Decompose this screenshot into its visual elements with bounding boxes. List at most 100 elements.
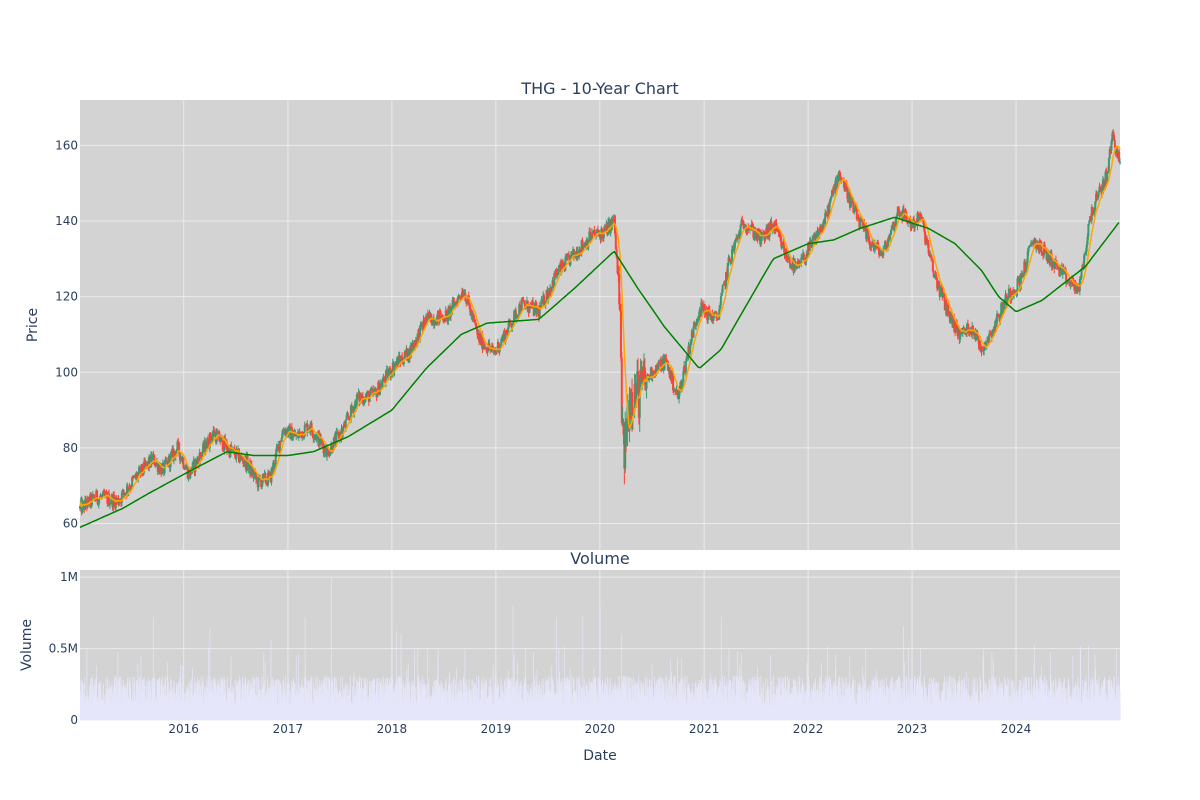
price-candle-body [805, 254, 808, 262]
price-candle-body [848, 192, 851, 208]
price-candle-body [253, 474, 256, 478]
price-candle-body [631, 392, 634, 417]
volume-bar [492, 665, 494, 720]
price-candle-body [365, 396, 368, 398]
price-candle-body [1076, 284, 1079, 294]
price-candle-body [999, 315, 1002, 322]
volume-bar [426, 648, 428, 720]
volume-bar [121, 685, 122, 720]
volume-bar [625, 676, 626, 720]
volume-bar [194, 681, 196, 720]
price-candle-body [177, 441, 180, 443]
volume-bar [556, 617, 557, 720]
volume-bar [686, 676, 688, 720]
price-candle-body [991, 330, 994, 338]
volume-bar [150, 679, 152, 720]
price-candle-body [751, 224, 754, 227]
price-candle-body [778, 230, 781, 237]
price-candle-body [654, 365, 657, 376]
volume-bar [330, 577, 332, 720]
price-candle-body [842, 181, 845, 188]
volume-bar [152, 617, 154, 720]
volume-bar [402, 684, 404, 720]
volume-bar [701, 676, 703, 720]
price-candle-body [936, 283, 939, 289]
volume-bar [310, 676, 312, 720]
price-candle-body [337, 431, 340, 433]
price-candle-body [292, 433, 295, 438]
volume-bar [427, 684, 429, 720]
volume-bar [174, 681, 175, 720]
price-candle-body [485, 349, 488, 353]
price-candle-body [490, 348, 493, 351]
volume-bar [132, 676, 134, 720]
price-candle-body [705, 309, 708, 315]
volume-bar [557, 687, 559, 720]
volume-bar [763, 682, 765, 720]
volume-bar [424, 683, 426, 720]
price-candle-body [935, 274, 938, 278]
volume-bar [516, 685, 517, 720]
price-candle-body [752, 226, 755, 238]
volume-bar [90, 678, 92, 720]
volume-bar [619, 687, 621, 720]
price-candle-body [720, 292, 723, 297]
volume-bar [407, 677, 408, 720]
volume-bar [267, 676, 269, 720]
volume-bar [483, 676, 485, 720]
price-candle-body [703, 304, 706, 315]
price-candle-body [652, 370, 655, 378]
volume-bar [541, 678, 543, 720]
volume-bar [230, 656, 232, 720]
price-candle-body [857, 218, 860, 222]
price-candle-body [1003, 299, 1006, 310]
price-candle-body [120, 492, 123, 503]
price-candle-body [328, 454, 331, 456]
volume-bar [645, 676, 646, 720]
price-candle-body [913, 224, 916, 229]
price-candle-body [1026, 251, 1029, 263]
volume-bar [358, 675, 360, 720]
volume-bar [463, 678, 465, 720]
price-candle-body [635, 393, 638, 402]
price-candle-body [344, 420, 347, 428]
price-candle-body [264, 473, 267, 483]
volume-bar [275, 679, 277, 720]
volume-bar [207, 687, 208, 720]
price-candle-body [867, 236, 870, 241]
price-candle-body [676, 389, 679, 396]
price-candle-body [449, 306, 452, 317]
price-candle-body [458, 295, 461, 298]
price-candle-body [474, 322, 477, 326]
volume-bar [551, 677, 552, 720]
price-candle-body [614, 233, 617, 250]
price-candle-body [577, 257, 580, 259]
price-candle-body [340, 428, 343, 439]
volume-bar [295, 657, 297, 720]
price-candle-body [331, 443, 334, 452]
volume-bar [391, 679, 393, 720]
price-candle-body [895, 218, 898, 226]
price-candle-body [345, 415, 348, 421]
price-candle-body [473, 319, 476, 323]
price-candle-body [332, 437, 335, 451]
price-candle-body [122, 489, 125, 494]
price-candle-body [502, 335, 505, 341]
volume-bar [724, 676, 725, 720]
volume-bar [726, 682, 727, 720]
price-candle-body [401, 356, 404, 362]
price-y-tick-label: 160 [55, 138, 78, 152]
price-candle-body [567, 254, 570, 258]
volume-bar [631, 678, 633, 720]
volume-bar [604, 678, 606, 720]
price-candle-body [672, 373, 675, 391]
volume-bar [257, 677, 259, 720]
volume-bar [188, 680, 190, 720]
volume-bar [84, 677, 86, 720]
price-candle-body [707, 307, 710, 321]
price-candle-body [994, 321, 997, 331]
price-candle-body [1106, 172, 1109, 182]
volume-bar [608, 679, 610, 720]
price-candle-body [540, 299, 543, 309]
price-candle-body [535, 302, 538, 314]
